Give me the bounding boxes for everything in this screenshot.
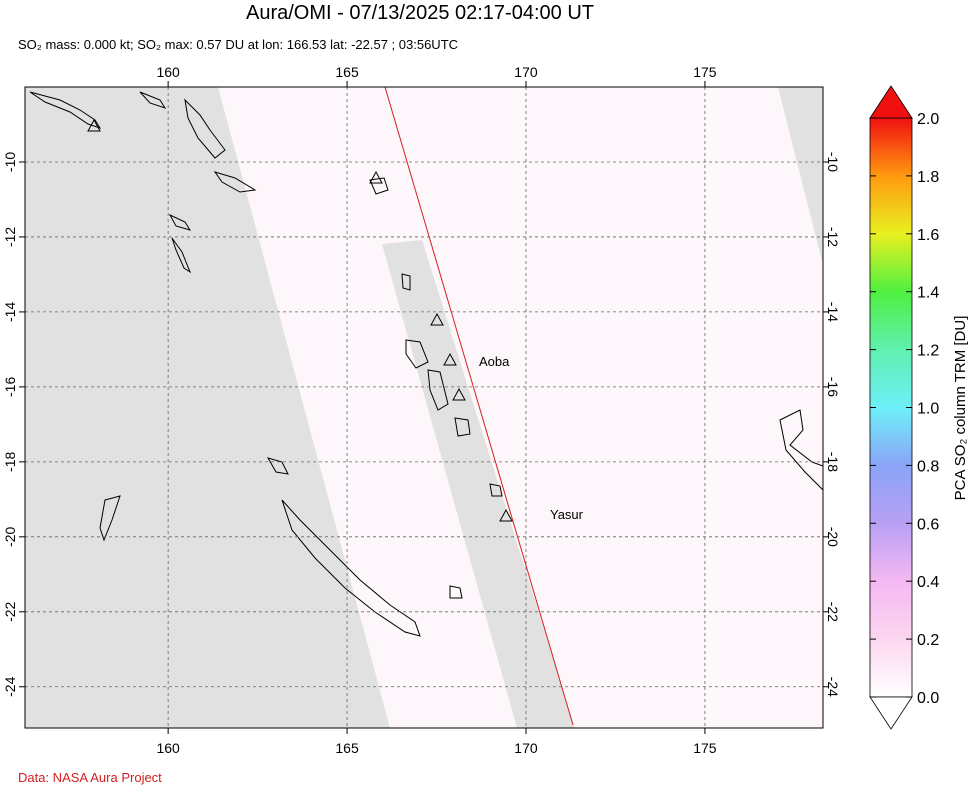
y-tick-label: -18: [2, 452, 18, 472]
colorbar-tick-label: 0.6: [917, 516, 939, 533]
y-tick-label: -16: [825, 377, 841, 397]
x-tick-label: 165: [335, 64, 359, 80]
coastline: [401, 273, 411, 291]
colorbar-tick-label: 1.6: [917, 227, 939, 244]
y-tick-label: -14: [825, 302, 841, 322]
coastline: [489, 483, 503, 497]
coastline: [139, 91, 167, 109]
y-tick-label: -14: [2, 302, 18, 322]
colorbar-tick-label: 1.4: [917, 285, 939, 302]
colorbar-tick-label: 0.0: [917, 690, 939, 707]
x-tick-label: 160: [156, 64, 180, 80]
coastline: [99, 495, 121, 542]
coastline: [281, 499, 421, 637]
volcano-marker: [499, 508, 513, 522]
coastline: [213, 171, 257, 193]
volcano-marker: [443, 352, 457, 366]
x-tick-label: 175: [693, 64, 717, 80]
coastline: [266, 457, 289, 475]
coastline: [29, 91, 102, 129]
colorbar-gradient: [869, 117, 913, 698]
y-tick-label: -12: [825, 227, 841, 247]
no-data-region: [25, 87, 390, 728]
volcano-marker: [87, 118, 101, 132]
y-tick-label: -16: [2, 377, 18, 397]
coastline: [779, 409, 823, 491]
x-tick-label: 170: [514, 740, 538, 756]
x-tick-label: 160: [156, 740, 180, 756]
colorbar-tick-label: 0.8: [917, 458, 939, 475]
subtitle: SO₂ mass: 0.000 kt; SO₂ max: 0.57 DU at …: [18, 37, 458, 52]
x-tick-label: 170: [514, 64, 538, 80]
coastline: [184, 98, 226, 159]
coastline: [168, 213, 192, 231]
title: Aura/OMI - 07/13/2025 02:17-04:00 UT: [246, 2, 594, 24]
colorbar-tick-label: 0.2: [917, 632, 939, 649]
credit: Data: NASA Aura Project: [18, 770, 162, 785]
colorbar-tick-label: 2.0: [917, 111, 939, 128]
colorbar-tick-label: 1.8: [917, 169, 939, 186]
colorbar-max-arrow: [869, 85, 913, 119]
coastlines: [29, 91, 823, 637]
volcano-label: Aoba: [479, 354, 510, 369]
coastline: [171, 237, 192, 274]
no-data-region: [778, 87, 823, 265]
y-tick-label: -24: [825, 677, 841, 697]
y-tick-label: -10: [2, 152, 18, 172]
volcano-markers: [87, 118, 513, 522]
colorbar: [869, 85, 913, 730]
y-tick-label: -20: [2, 526, 18, 546]
colorbar-tick-label: 1.0: [917, 401, 939, 418]
x-tick-label: 175: [693, 740, 717, 756]
colorbar-min-arrow: [869, 696, 913, 730]
map-frame: [24, 86, 824, 729]
y-tick-label: -24: [2, 676, 18, 696]
colorbar-tick-label: 1.2: [917, 343, 939, 360]
orbit-track: [384, 87, 574, 726]
y-tick-label: -10: [825, 152, 841, 172]
y-tick-label: -22: [2, 601, 18, 621]
no-data-region: [382, 240, 575, 728]
map-area: Aoba Yasur: [25, 87, 823, 728]
volcano-label: Yasur: [550, 507, 584, 522]
y-tick-label: -20: [825, 527, 841, 547]
volcano-marker: [452, 387, 466, 401]
y-tick-label: -12: [2, 227, 18, 247]
coastline: [405, 339, 429, 369]
colorbar-label: PCA SO₂ column TRM [DU]: [952, 316, 969, 501]
graticule: [25, 87, 823, 728]
coastline: [449, 585, 463, 599]
x-tick-label: 165: [335, 740, 359, 756]
y-tick-label: -18: [825, 452, 841, 472]
volcano-marker: [430, 312, 444, 326]
volcano-marker: [369, 170, 383, 184]
y-tick-label: -22: [825, 602, 841, 622]
colorbar-tick-label: 0.4: [917, 574, 939, 591]
coastline: [454, 417, 471, 437]
